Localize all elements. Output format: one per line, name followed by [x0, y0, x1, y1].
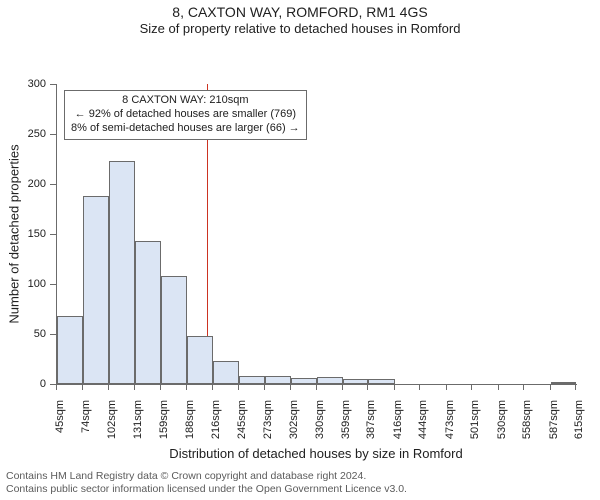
page-title: 8, CAXTON WAY, ROMFORD, RM1 4GS: [0, 0, 600, 21]
x-tick: [498, 384, 499, 390]
histogram-bar: [265, 376, 291, 384]
y-tick: [50, 234, 56, 235]
histogram-bar: [239, 376, 264, 384]
x-tick-label: 359sqm: [340, 400, 352, 439]
histogram-chart: 8 CAXTON WAY: 210sqm← 92% of detached ho…: [0, 38, 600, 484]
x-tick: [134, 384, 135, 390]
x-tick-label: 615sqm: [573, 400, 585, 439]
histogram-bar: [317, 377, 343, 384]
y-tick-label: 0: [0, 378, 46, 390]
histogram-bar: [135, 241, 160, 384]
x-tick-label: 587sqm: [548, 400, 560, 439]
x-tick-label: 45sqm: [54, 400, 66, 433]
x-tick-label: 245sqm: [236, 400, 248, 439]
x-tick-label: 159sqm: [158, 400, 170, 439]
y-tick-label: 100: [0, 278, 46, 290]
y-tick: [50, 334, 56, 335]
annotation-line: 8 CAXTON WAY: 210sqm: [71, 94, 300, 108]
x-tick: [550, 384, 551, 390]
x-tick: [471, 384, 472, 390]
x-tick: [394, 384, 395, 390]
annotation-line: ← 92% of detached houses are smaller (76…: [71, 108, 300, 122]
x-tick: [160, 384, 161, 390]
y-tick-label: 250: [0, 128, 46, 140]
y-tick: [50, 284, 56, 285]
x-tick: [82, 384, 83, 390]
x-tick: [367, 384, 368, 390]
footer-line1: Contains HM Land Registry data © Crown c…: [6, 470, 407, 483]
x-tick: [186, 384, 187, 390]
y-tick-label: 150: [0, 228, 46, 240]
page-subtitle: Size of property relative to detached ho…: [0, 21, 600, 39]
x-tick: [290, 384, 291, 390]
x-tick: [575, 384, 576, 390]
histogram-bar: [83, 196, 108, 384]
x-tick-label: 530sqm: [496, 400, 508, 439]
x-tick-label: 473sqm: [444, 400, 456, 439]
histogram-bar: [57, 316, 83, 384]
histogram-bar: [343, 379, 368, 384]
x-axis-title: Distribution of detached houses by size …: [169, 446, 462, 461]
x-tick-label: 273sqm: [262, 400, 274, 439]
histogram-bar: [368, 379, 394, 384]
x-tick: [56, 384, 57, 390]
x-tick-label: 387sqm: [365, 400, 377, 439]
x-tick-label: 558sqm: [521, 400, 533, 439]
x-tick-label: 501sqm: [469, 400, 481, 439]
annotation-line: 8% of semi-detached houses are larger (6…: [71, 122, 300, 136]
x-tick: [238, 384, 239, 390]
histogram-bar: [187, 336, 212, 384]
x-tick-label: 416sqm: [392, 400, 404, 439]
x-tick-label: 330sqm: [314, 400, 326, 439]
histogram-bar: [551, 382, 576, 384]
x-tick: [212, 384, 213, 390]
x-tick: [419, 384, 420, 390]
x-tick-label: 302sqm: [288, 400, 300, 439]
x-tick-label: 216sqm: [210, 400, 222, 439]
x-tick: [108, 384, 109, 390]
y-tick: [50, 184, 56, 185]
histogram-bar: [109, 161, 135, 384]
histogram-bar: [213, 361, 239, 384]
x-tick: [316, 384, 317, 390]
y-tick: [50, 84, 56, 85]
annotation-box: 8 CAXTON WAY: 210sqm← 92% of detached ho…: [64, 90, 307, 139]
y-tick-label: 50: [0, 328, 46, 340]
x-tick-label: 131sqm: [132, 400, 144, 439]
y-tick-label: 200: [0, 178, 46, 190]
x-tick-label: 188sqm: [184, 400, 196, 439]
histogram-bar: [291, 378, 316, 384]
x-tick-label: 74sqm: [80, 400, 92, 433]
x-tick: [264, 384, 265, 390]
x-tick: [523, 384, 524, 390]
footer-line2: Contains public sector information licen…: [6, 483, 407, 496]
y-tick-label: 300: [0, 78, 46, 90]
y-tick: [50, 134, 56, 135]
footer-attribution: Contains HM Land Registry data © Crown c…: [6, 470, 407, 496]
x-tick-label: 102sqm: [106, 400, 118, 439]
histogram-bar: [161, 276, 187, 384]
x-tick: [342, 384, 343, 390]
x-tick: [446, 384, 447, 390]
x-tick-label: 444sqm: [417, 400, 429, 439]
